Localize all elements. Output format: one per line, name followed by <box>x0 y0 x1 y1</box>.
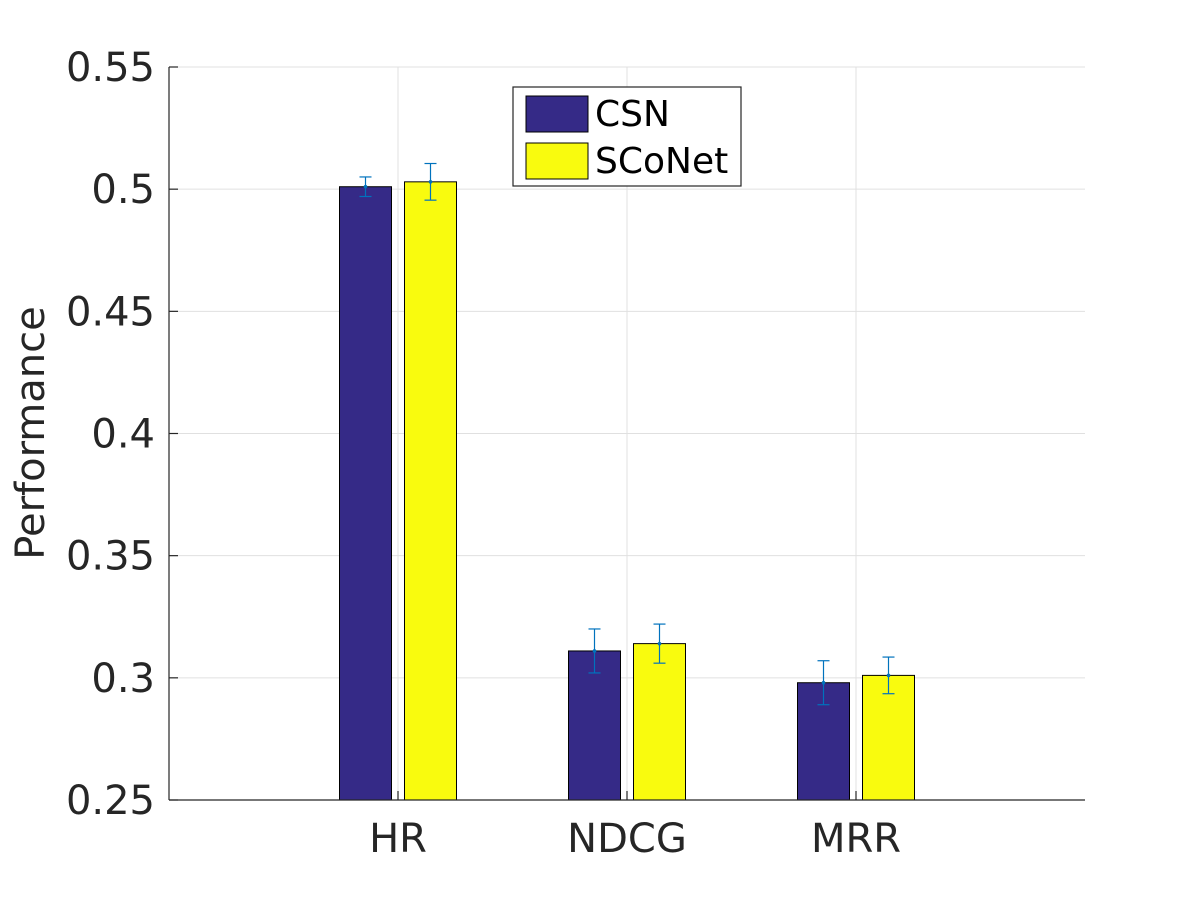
bar-sconet-ndcg <box>633 643 686 801</box>
x-tick-label-mrr: MRR <box>811 816 901 862</box>
legend-label-csn: CSN <box>595 94 670 135</box>
legend-label-sconet: SCoNet <box>595 141 728 182</box>
y-tick-label: 0.45 <box>66 289 155 335</box>
legend-swatch-sconet <box>525 142 589 180</box>
error-center-dot <box>657 641 662 646</box>
legend-swatch-csn <box>525 95 589 133</box>
legend: CSN SCoNet <box>512 86 742 187</box>
x-tick-labels: HR NDCG MRR <box>369 816 901 862</box>
error-center-dot <box>821 680 826 685</box>
y-tick-labels: 0.25 0.3 0.35 0.4 0.45 0.5 0.55 <box>66 45 155 824</box>
bar-csn-hr <box>339 186 392 801</box>
x-tick-label-hr: HR <box>369 816 427 862</box>
error-center-dot <box>886 673 891 678</box>
error-center-dot <box>428 180 433 184</box>
bar-sconet-hr <box>404 181 457 801</box>
y-tick-label: 0.3 <box>91 656 155 702</box>
error-bars <box>359 162 895 706</box>
y-tick-label: 0.4 <box>91 412 155 458</box>
grid <box>169 66 1085 800</box>
bars <box>339 181 915 801</box>
error-center-dot <box>363 184 368 189</box>
y-tick-label: 0.35 <box>66 534 155 580</box>
y-axis-label: Performance <box>8 306 54 559</box>
x-tick-label-ndcg: NDCG <box>567 816 687 862</box>
bar-sconet-mrr <box>862 674 915 801</box>
y-tick-label: 0.55 <box>66 45 155 91</box>
axes <box>168 66 1085 801</box>
y-tick-label: 0.25 <box>66 778 155 824</box>
y-tick-label: 0.5 <box>91 167 155 213</box>
error-center-dot <box>592 649 597 653</box>
